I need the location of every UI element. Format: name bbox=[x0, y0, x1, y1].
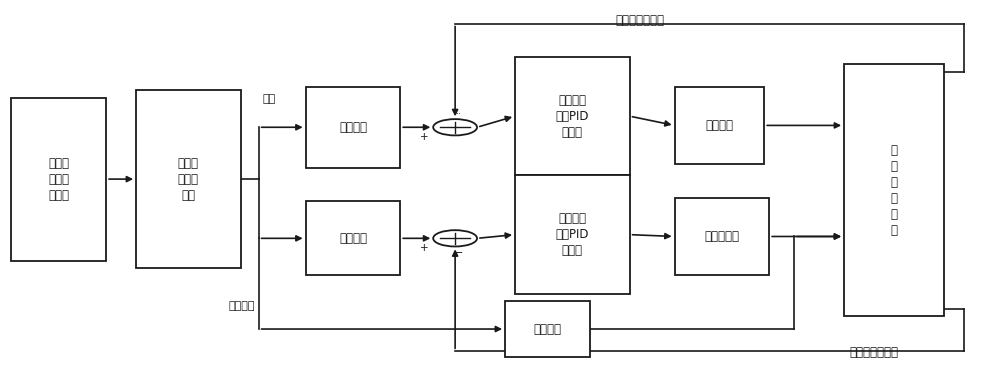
Bar bbox=[675, 198, 769, 275]
Text: +: + bbox=[420, 242, 428, 253]
Bar bbox=[306, 87, 400, 168]
Text: 手动模式: 手动模式 bbox=[533, 323, 561, 336]
Text: +: + bbox=[420, 132, 428, 141]
Text: ···: ··· bbox=[455, 111, 461, 117]
Circle shape bbox=[433, 119, 477, 135]
Bar bbox=[136, 90, 241, 268]
Text: 正常: 正常 bbox=[263, 94, 276, 104]
Circle shape bbox=[433, 230, 477, 247]
Text: 立
磨
粉
磨
系
统: 立 磨 粉 磨 系 统 bbox=[890, 144, 897, 237]
Text: 料层设定: 料层设定 bbox=[339, 121, 367, 134]
Text: −: − bbox=[453, 248, 463, 258]
Text: 磨内压差
模糊PID
控制器: 磨内压差 模糊PID 控制器 bbox=[556, 212, 589, 257]
Bar bbox=[306, 201, 400, 275]
Text: 异常工况: 异常工况 bbox=[229, 301, 255, 311]
Text: 立磨料层
模糊PID
控制器: 立磨料层 模糊PID 控制器 bbox=[556, 94, 589, 139]
Text: 料层厚度反馈值: 料层厚度反馈值 bbox=[615, 14, 664, 27]
Bar bbox=[515, 57, 630, 175]
Bar bbox=[675, 87, 764, 164]
Text: 磨机各
参数采
集模块: 磨机各 参数采 集模块 bbox=[48, 157, 69, 201]
Bar bbox=[515, 175, 630, 294]
Text: 冷风调节阀: 冷风调节阀 bbox=[704, 230, 739, 243]
Bar bbox=[11, 98, 106, 261]
Text: 喂料装置: 喂料装置 bbox=[705, 119, 733, 132]
Text: 磨机工
况识别
模块: 磨机工 况识别 模块 bbox=[178, 157, 199, 201]
Text: 磨内压差反馈值: 磨内压差反馈值 bbox=[849, 346, 898, 359]
Text: 压差设定: 压差设定 bbox=[339, 232, 367, 245]
Bar bbox=[505, 301, 590, 357]
Bar bbox=[844, 64, 944, 316]
